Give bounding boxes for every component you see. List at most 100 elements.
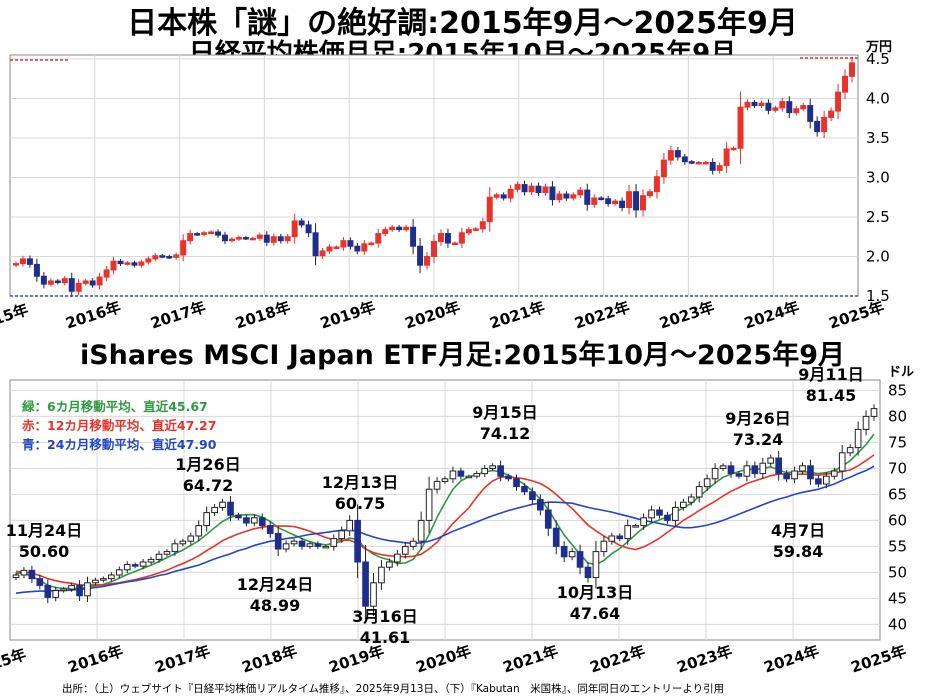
candle-body [425,488,433,521]
y-tick-label: 50 [888,563,907,581]
candle-body [36,578,44,586]
candle-body [793,108,800,114]
candle-body [591,197,598,205]
candle-body [61,278,68,284]
candle-body [322,545,330,549]
candle-body [672,506,679,521]
ma-line-2 [15,465,875,594]
y-tick-label: 4.0 [866,89,890,107]
y-tick-label: 70 [888,459,907,477]
candle-body [716,165,723,171]
x-tick-label: 2022年 [572,298,632,333]
candle-body [656,509,663,516]
candle-body [835,91,842,112]
y-tick-label: 85 [888,381,907,399]
candle-body [600,540,608,553]
candle-body [674,150,681,158]
candle-body [110,260,117,271]
candle-body [612,200,619,205]
candle-body [681,156,688,163]
candle-body [465,229,472,234]
candle-body [282,543,290,550]
candle-body [306,543,314,547]
candle-body [584,566,592,579]
annotation-value: 48.99 [250,596,301,615]
candle-body [709,161,716,171]
y-tick-label: 2.0 [866,247,890,265]
candle-body [493,194,500,198]
candle-body [786,101,793,114]
candle-body [152,255,159,260]
candle-body [431,240,437,257]
candle-body [433,480,441,490]
x-tick-label: 2016年 [63,298,123,333]
candle-body [616,535,624,540]
candle-body [100,578,107,581]
annotation-date: 9月26日 [725,409,790,428]
candle-body [744,101,751,108]
candle-body [457,470,465,477]
candle-body [779,101,786,109]
candle-body [703,478,711,488]
candle-body [124,262,131,265]
candle-body [598,197,605,201]
candle-body [340,240,347,248]
annotation-value: 59.84 [773,542,824,561]
candle-body [201,232,208,235]
candle-body [386,561,393,568]
candle-body [76,584,83,597]
candle-body [605,198,612,205]
y-tick-label: 60 [888,511,907,529]
candle-body [305,224,312,234]
candle-body [68,584,75,590]
y-tick-label: 3.5 [866,129,890,147]
etf-chart: 15年 2016年 2017年 2018年 2019年 2020年 2021年 2022年 20… [0,365,914,675]
candle-body [163,551,171,555]
candle-body [730,147,737,151]
candle-body [687,496,695,503]
candle-body [653,176,660,193]
candle-body [465,475,473,479]
annotation-value: 60.75 [335,494,386,513]
candle-body [147,558,155,563]
candle-body [179,540,187,545]
candle-body [633,191,640,211]
y-tick-label: 45 [888,589,907,607]
main-title: 日本株「謎」の絶好調:2015年9月～2025年9月 [127,6,798,41]
x-tick-label: 2017年 [153,642,213,675]
x-tick-label: 2021年 [501,642,561,675]
candle-body [284,236,291,242]
candle-body [187,233,194,242]
candle-body [235,514,242,519]
candle-body [521,184,528,193]
candle-body [451,242,458,246]
candle-body [368,242,375,246]
candle-body [489,465,497,469]
candle-body [123,564,131,571]
legend-ma24: 青：24カ月移動平均、直近47.90 [22,437,217,452]
y-tick-label: 2.5 [866,208,890,226]
candle-body [222,234,228,242]
candle-body [139,561,147,567]
y-tick-label: 65 [888,485,907,503]
candle-body [758,102,765,107]
candle-body [513,478,520,488]
candle-body [312,232,319,257]
candle-body [96,276,103,286]
candle-body [403,226,410,231]
candle-body [258,517,266,527]
candle-body [173,254,180,258]
candle-body [577,189,584,196]
candle-body [563,193,570,199]
candle-body [396,226,403,231]
candle-body [194,233,201,236]
candle-body [82,280,89,284]
candle-body [75,282,82,292]
candle-body [737,106,744,149]
candle-body [542,186,549,193]
candle-body [20,569,28,576]
candle-body [298,220,305,226]
candle-body [208,231,215,234]
candle-body [227,501,234,516]
candle-body [765,102,772,111]
